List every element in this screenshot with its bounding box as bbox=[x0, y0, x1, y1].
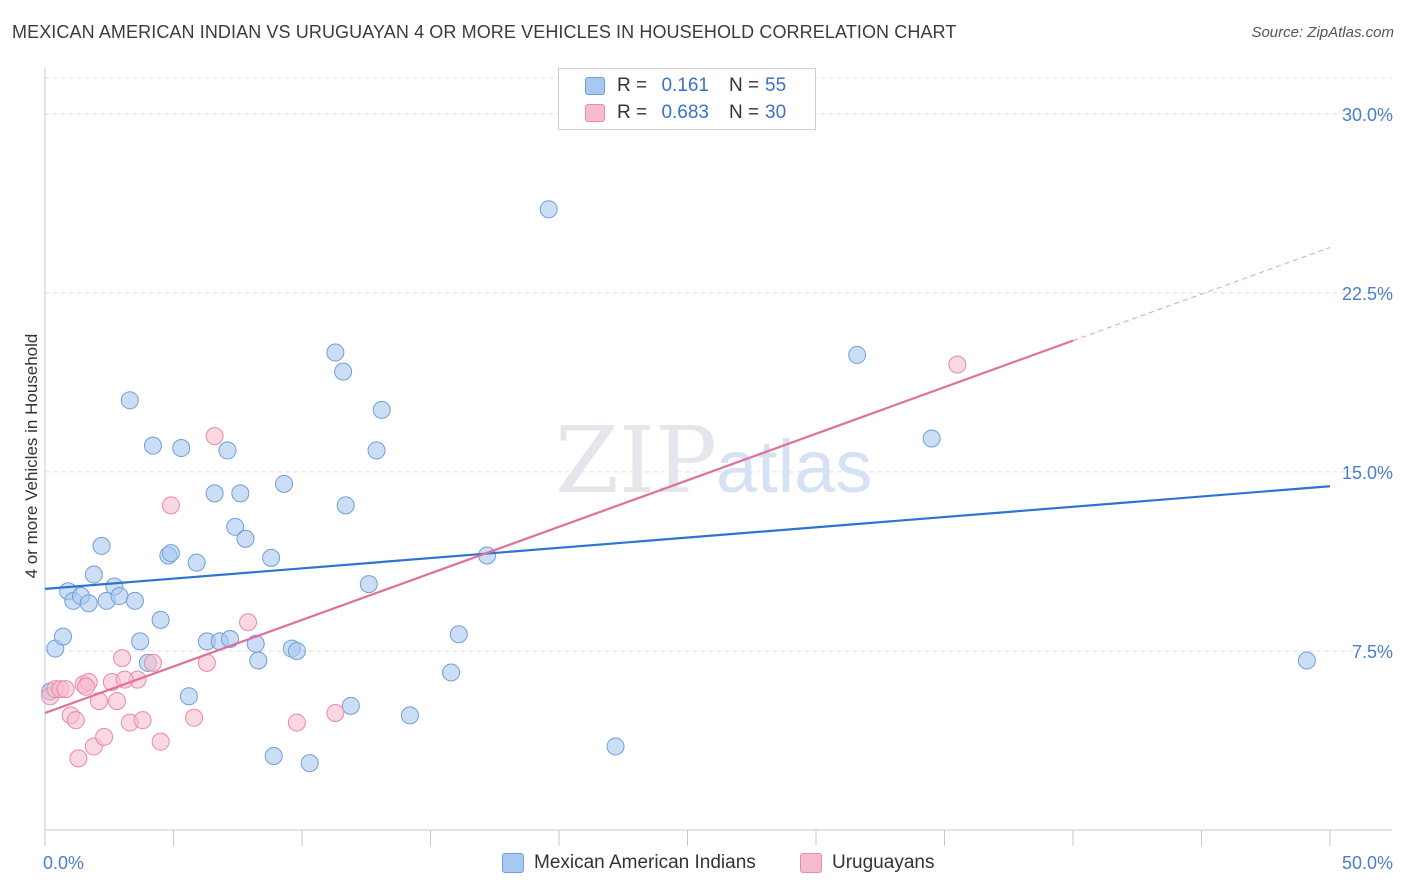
legend-label: Mexican American Indians bbox=[534, 852, 756, 873]
legend-r-value: 0.161 bbox=[661, 75, 709, 96]
legend-row-pink: R = 0.683 N = 30 bbox=[585, 101, 786, 125]
data-point-mexican-american-indians bbox=[264, 746, 283, 765]
trend-line-uruguayans bbox=[44, 339, 1074, 715]
source-label: Source: ZipAtlas.com bbox=[1251, 24, 1394, 41]
data-point-mexican-american-indians bbox=[110, 587, 129, 606]
data-point-mexican-american-indians bbox=[172, 439, 191, 458]
data-point-mexican-american-indians bbox=[125, 591, 144, 610]
data-point-uruguayans bbox=[69, 749, 88, 768]
data-point-mexican-american-indians bbox=[79, 594, 98, 613]
y-tick-label: 22.5% bbox=[1342, 284, 1393, 304]
data-point-uruguayans bbox=[66, 711, 85, 730]
data-point-mexican-american-indians bbox=[84, 565, 103, 584]
data-point-mexican-american-indians bbox=[187, 553, 206, 572]
data-point-mexican-american-indians bbox=[218, 441, 237, 460]
data-point-mexican-american-indians bbox=[442, 663, 461, 682]
legend-r-label: R = bbox=[617, 75, 648, 96]
data-point-mexican-american-indians bbox=[341, 696, 360, 715]
data-point-mexican-american-indians bbox=[287, 641, 306, 660]
gridlines bbox=[45, 77, 1392, 652]
data-point-mexican-american-indians bbox=[179, 687, 198, 706]
data-point-uruguayans bbox=[287, 713, 306, 732]
data-point-uruguayans bbox=[95, 727, 114, 746]
data-point-mexican-american-indians bbox=[151, 610, 170, 629]
tick-labels: 7.5% 15.0% 22.5% 30.0% 0.0% 50.0% bbox=[43, 105, 1393, 873]
legend-swatch-blue bbox=[585, 77, 605, 95]
watermark-zip: ZIP bbox=[555, 407, 717, 514]
data-point-mexican-american-indians bbox=[231, 484, 250, 503]
data-point-mexican-american-indians bbox=[336, 496, 355, 515]
data-point-uruguayans bbox=[948, 355, 967, 374]
data-point-mexican-american-indians bbox=[606, 737, 625, 756]
correlation-legend: R = 0.161 N = 55 R = 0.683 N = 30 bbox=[558, 68, 816, 130]
legend-swatch-blue bbox=[502, 853, 524, 873]
data-point-uruguayans bbox=[161, 496, 180, 515]
watermark: ZIP atlas bbox=[555, 407, 872, 514]
points-layer bbox=[41, 200, 1316, 773]
data-point-mexican-american-indians bbox=[120, 391, 139, 410]
legend-n-label: N = bbox=[729, 75, 760, 96]
data-point-mexican-american-indians bbox=[400, 706, 419, 725]
data-point-mexican-american-indians bbox=[334, 362, 353, 381]
y-axis-label: 4 or more Vehicles in Household bbox=[22, 334, 41, 579]
data-point-uruguayans bbox=[56, 680, 75, 699]
watermark-atlas: atlas bbox=[716, 425, 872, 508]
y-tick-label: 15.0% bbox=[1342, 463, 1393, 483]
data-point-mexican-american-indians bbox=[449, 625, 468, 644]
legend-r-value: 0.683 bbox=[661, 102, 709, 123]
data-point-mexican-american-indians bbox=[848, 345, 867, 364]
data-point-mexican-american-indians bbox=[205, 484, 224, 503]
data-point-mexican-american-indians bbox=[539, 200, 558, 219]
legend-n-value: 30 bbox=[765, 102, 787, 123]
legend-n-value: 55 bbox=[765, 75, 787, 96]
legend-n-label: N = bbox=[729, 102, 760, 123]
x-tick-label: 0.0% bbox=[43, 853, 84, 873]
data-point-uruguayans bbox=[239, 613, 258, 632]
data-point-mexican-american-indians bbox=[359, 575, 378, 594]
data-point-mexican-american-indians bbox=[226, 517, 245, 536]
chart-title: MEXICAN AMERICAN INDIAN VS URUGUAYAN 4 O… bbox=[12, 22, 957, 42]
trend-line-uruguayans-extension bbox=[1072, 247, 1331, 342]
data-point-mexican-american-indians bbox=[131, 632, 150, 651]
data-point-mexican-american-indians bbox=[221, 630, 240, 649]
data-point-mexican-american-indians bbox=[92, 536, 111, 555]
y-tick-label: 30.0% bbox=[1342, 105, 1393, 125]
data-point-mexican-american-indians bbox=[367, 441, 386, 460]
data-point-mexican-american-indians bbox=[372, 400, 391, 419]
x-tick-label: 50.0% bbox=[1342, 853, 1393, 873]
data-point-uruguayans bbox=[133, 711, 152, 730]
legend-swatch-pink bbox=[800, 853, 822, 873]
series-legend: Mexican American Indians Uruguayans bbox=[0, 852, 1406, 876]
data-point-mexican-american-indians bbox=[922, 429, 941, 448]
data-point-mexican-american-indians bbox=[300, 754, 319, 773]
data-point-mexican-american-indians bbox=[262, 548, 281, 567]
legend-label: Uruguayans bbox=[832, 852, 935, 873]
trend-layer bbox=[44, 247, 1331, 715]
y-tick-label: 7.5% bbox=[1352, 642, 1393, 662]
data-point-uruguayans bbox=[205, 427, 224, 446]
data-point-uruguayans bbox=[107, 692, 126, 711]
data-point-mexican-american-indians bbox=[275, 474, 294, 493]
data-point-mexican-american-indians bbox=[236, 529, 255, 548]
legend-r-label: R = bbox=[617, 102, 648, 123]
data-point-mexican-american-indians bbox=[143, 436, 162, 455]
data-point-uruguayans bbox=[115, 670, 134, 689]
data-point-uruguayans bbox=[185, 708, 204, 727]
trend-line-mexican-american-indians bbox=[44, 485, 1331, 590]
data-point-mexican-american-indians bbox=[1297, 651, 1316, 670]
data-point-mexican-american-indians bbox=[161, 544, 180, 563]
data-point-mexican-american-indians bbox=[249, 651, 268, 670]
data-point-uruguayans bbox=[151, 732, 170, 751]
legend-item-mexican-american-indians: Mexican American Indians bbox=[502, 852, 756, 874]
data-point-uruguayans bbox=[326, 704, 345, 723]
legend-item-uruguayans: Uruguayans bbox=[800, 852, 934, 874]
data-point-uruguayans bbox=[113, 649, 132, 668]
legend-swatch-pink bbox=[585, 104, 605, 122]
data-point-uruguayans bbox=[77, 677, 96, 696]
data-point-uruguayans bbox=[143, 653, 162, 672]
legend-row-blue: R = 0.161 N = 55 bbox=[585, 74, 786, 98]
data-point-mexican-american-indians bbox=[53, 627, 72, 646]
data-point-mexican-american-indians bbox=[326, 343, 345, 362]
